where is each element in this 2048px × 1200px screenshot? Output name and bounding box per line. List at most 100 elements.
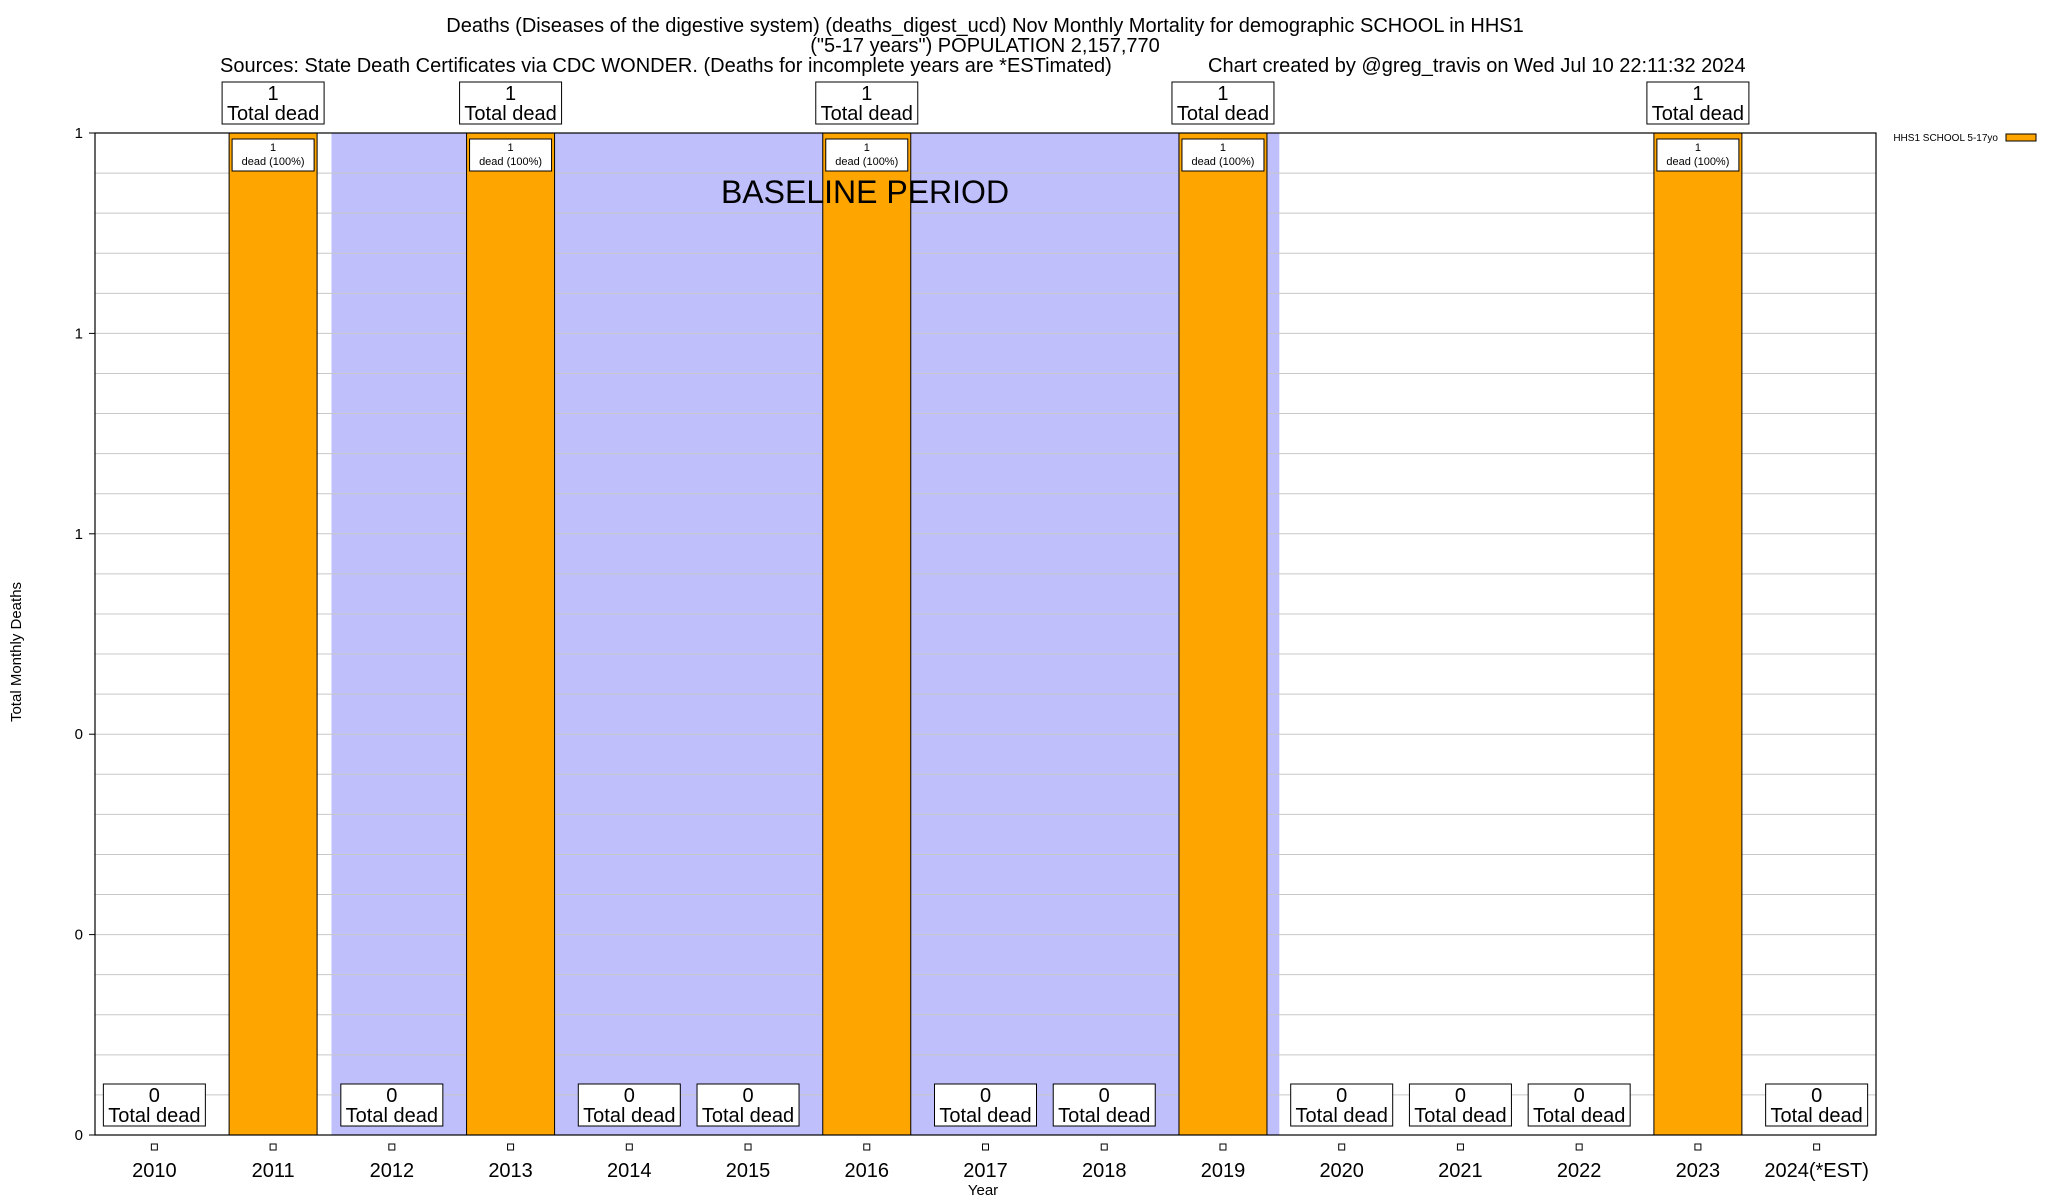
total-dead-box — [1290, 1083, 1394, 1127]
bar-inner-label-count: 1 — [270, 142, 276, 154]
bar-inner-label-box — [231, 138, 315, 172]
x-tick-marker — [1456, 1143, 1464, 1151]
total-dead-value: 1 — [1217, 83, 1228, 105]
x-tick-marker — [625, 1143, 633, 1151]
chart-title-line-2: ("5-17 years") POPULATION 2,157,770 — [810, 35, 1160, 57]
x-tick-marker — [1575, 1143, 1583, 1151]
x-tick-marker — [1338, 1143, 1346, 1151]
chart-sources: Sources: State Death Certificates via CD… — [220, 55, 1112, 77]
total-dead-text: Total dead — [702, 1105, 794, 1127]
x-tick-label: 2012 — [370, 1160, 415, 1182]
bar-inner-label-box — [469, 138, 553, 172]
bar-inner-label-count: 1 — [864, 142, 870, 154]
bar — [466, 132, 556, 1136]
x-tick-label: 2024(*EST) — [1764, 1160, 1869, 1182]
total-dead-text: Total dead — [346, 1105, 438, 1127]
total-dead-box — [1527, 1083, 1631, 1127]
x-tick-marker — [269, 1143, 277, 1151]
total-dead-text: Total dead — [1533, 1105, 1625, 1127]
bar-inner-label-count: 1 — [508, 142, 514, 154]
legend-entry-label: HHS1 SCHOOL 5-17yo — [1893, 133, 1998, 144]
total-dead-box — [934, 1083, 1037, 1127]
baseline-period-label: BASELINE PERIOD — [721, 174, 1009, 210]
chart-title-line-1: Deaths (Diseases of the digestive system… — [446, 15, 1524, 37]
total-dead-text: Total dead — [583, 1105, 675, 1127]
x-tick-label: 2014 — [607, 1160, 652, 1182]
total-dead-box — [1408, 1083, 1512, 1127]
total-dead-value: 0 — [149, 1085, 160, 1107]
x-tick-marker — [982, 1143, 989, 1151]
total-dead-text: Total dead — [821, 103, 913, 125]
chart-credit: Chart created by @greg_travis on Wed Jul… — [1208, 55, 1746, 77]
total-dead-value: 0 — [742, 1085, 753, 1107]
total-dead-box — [1765, 1083, 1869, 1127]
total-dead-value: 0 — [386, 1085, 397, 1107]
total-dead-text: Total dead — [1414, 1105, 1506, 1127]
total-dead-value: 1 — [861, 83, 872, 105]
total-dead-value: 1 — [505, 83, 516, 105]
legend-swatch — [2005, 133, 2037, 142]
x-tick-marker — [150, 1143, 158, 1151]
x-tick-label: 2017 — [963, 1160, 1008, 1182]
total-dead-value: 0 — [1574, 1085, 1585, 1107]
total-dead-box — [459, 81, 563, 125]
x-tick-label: 2011 — [252, 1160, 295, 1182]
bars-layer — [228, 132, 1743, 1136]
bar-inner-label-box — [825, 138, 909, 172]
y-tick-label: 1 — [75, 125, 83, 142]
total-dead-value: 1 — [1692, 83, 1703, 105]
bar — [228, 132, 318, 1136]
bar-inner-label-box — [1656, 138, 1740, 172]
labels-layer: 0 0 0 1 1 1 2010 2011 2012 2013 2014 2015 2016 2017 20… — [75, 81, 1869, 1182]
y-tick-label: 1 — [75, 325, 83, 342]
x-tick-marker — [507, 1143, 515, 1151]
x-axis-label: Year — [968, 1182, 998, 1199]
total-dead-text: Total dead — [1296, 1105, 1388, 1127]
x-tick-label: 2021 — [1438, 1160, 1483, 1182]
total-dead-box — [340, 1083, 444, 1127]
bar-inner-label-pct: dead (100%) — [1666, 156, 1729, 168]
x-tick-label: 2022 — [1557, 1160, 1602, 1182]
plot-frame — [94, 132, 1877, 1136]
x-tick-label: 2018 — [1082, 1160, 1127, 1182]
bar-inner-label-pct: dead (100%) — [479, 156, 542, 168]
y-axis-label: Total Monthly Deaths — [8, 582, 25, 722]
y-tick-label: 0 — [75, 1127, 83, 1144]
total-dead-text: Total dead — [939, 1105, 1031, 1127]
x-tick-marker — [744, 1143, 752, 1151]
x-tick-label: 2015 — [726, 1160, 771, 1182]
bar-inner-label-count: 1 — [1695, 142, 1701, 154]
total-dead-value: 0 — [980, 1085, 991, 1107]
x-tick-label: 2016 — [845, 1160, 890, 1182]
total-dead-box — [1646, 81, 1750, 125]
total-dead-box — [102, 1083, 206, 1127]
total-dead-value: 0 — [1811, 1085, 1822, 1107]
total-dead-box — [1052, 1083, 1156, 1127]
total-dead-value: 0 — [1336, 1085, 1347, 1107]
total-dead-text: Total dead — [464, 103, 556, 125]
x-tick-label: 2020 — [1319, 1160, 1364, 1182]
bar-inner-label-count: 1 — [1220, 142, 1226, 154]
bar — [822, 132, 912, 1136]
total-dead-box — [1171, 81, 1275, 125]
total-dead-text: Total dead — [108, 1105, 200, 1127]
total-dead-value: 0 — [624, 1085, 635, 1107]
x-tick-marker — [863, 1143, 871, 1151]
x-tick-label: 2013 — [488, 1160, 533, 1182]
x-tick-marker — [1219, 1143, 1227, 1151]
total-dead-text: Total dead — [1177, 103, 1269, 125]
x-tick-label: 2023 — [1676, 1160, 1721, 1182]
x-tick-marker — [1100, 1143, 1108, 1151]
plot-frame-layer — [89, 132, 1877, 1151]
x-tick-label: 2019 — [1201, 1160, 1246, 1182]
bar — [1653, 132, 1743, 1136]
total-dead-box — [221, 81, 325, 125]
total-dead-text: Total dead — [1652, 103, 1744, 125]
total-dead-box — [815, 81, 919, 125]
total-dead-text: Total dead — [1058, 1105, 1150, 1127]
x-tick-marker — [1813, 1143, 1821, 1151]
bar-inner-label-pct: dead (100%) — [1191, 156, 1254, 168]
total-dead-value: 0 — [1099, 1085, 1110, 1107]
x-tick-label: 2010 — [132, 1160, 177, 1182]
